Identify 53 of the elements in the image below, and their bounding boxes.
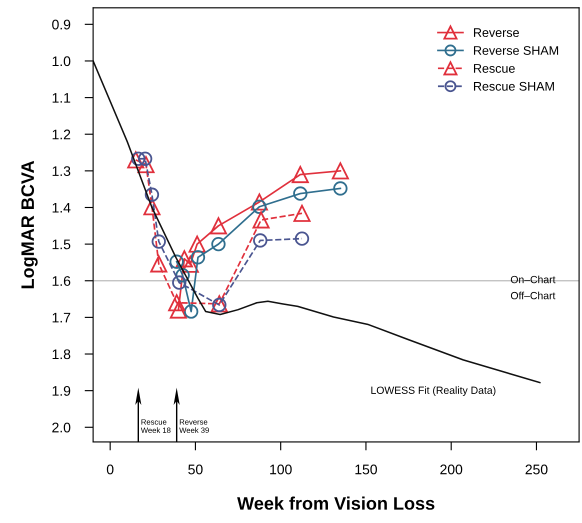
point bbox=[182, 256, 199, 273]
y-tick-label: 1.5 bbox=[52, 240, 70, 250]
y-tick-label: 1.9 bbox=[52, 386, 70, 396]
annotation: On–Chart bbox=[510, 276, 556, 284]
x-tick-label: 0 bbox=[106, 464, 114, 474]
point bbox=[170, 302, 187, 319]
y-tick-label: 1.4 bbox=[52, 202, 70, 213]
legend-label: Rescue SHAM bbox=[474, 82, 554, 91]
point bbox=[184, 304, 198, 319]
point bbox=[150, 255, 168, 272]
x-tick-label: 200 bbox=[440, 464, 462, 474]
point bbox=[172, 275, 186, 290]
point bbox=[211, 236, 226, 252]
y-tick-label: 1.3 bbox=[52, 166, 70, 176]
y-tick-label: 1.1 bbox=[52, 93, 70, 103]
y-tick-label: 1.0 bbox=[52, 56, 70, 66]
point bbox=[152, 234, 166, 249]
x-axis-title: Week from Vision Loss bbox=[237, 496, 434, 510]
point bbox=[210, 217, 227, 234]
x-tick-label: 250 bbox=[526, 464, 548, 474]
point bbox=[188, 236, 206, 253]
point bbox=[293, 186, 308, 201]
point bbox=[332, 162, 349, 180]
annotation: LOWESS Fit (Reality Data) bbox=[371, 386, 496, 396]
y-tick-label: 1.8 bbox=[52, 349, 70, 360]
point bbox=[176, 250, 193, 268]
y-tick-label: 1.6 bbox=[52, 276, 70, 286]
point bbox=[144, 188, 160, 202]
point bbox=[137, 156, 155, 174]
x-tick-label: 150 bbox=[355, 464, 377, 474]
point bbox=[253, 233, 268, 248]
legend-label: Reverse SHAM bbox=[474, 46, 558, 55]
point bbox=[127, 151, 144, 168]
point bbox=[143, 198, 160, 216]
point bbox=[292, 166, 309, 184]
legend-label: Rescue bbox=[474, 64, 515, 73]
y-tick-label: 1.2 bbox=[52, 130, 70, 140]
point bbox=[333, 181, 348, 196]
point bbox=[175, 268, 190, 282]
point bbox=[250, 193, 268, 211]
y-tick-label: 1.7 bbox=[52, 312, 70, 322]
x-tick-label: 100 bbox=[270, 464, 292, 474]
x-tick-label: 50 bbox=[188, 464, 203, 474]
point bbox=[168, 294, 186, 312]
y-axis-title: LogMAR BCVA bbox=[21, 160, 38, 288]
point bbox=[293, 204, 311, 222]
legend-label: Reverse bbox=[474, 28, 519, 38]
y-tick-label: 0.9 bbox=[52, 20, 70, 30]
point bbox=[170, 254, 184, 269]
annotation: Off–Chart bbox=[510, 292, 556, 300]
y-tick-label: 2.0 bbox=[52, 422, 70, 432]
point bbox=[294, 231, 310, 246]
point bbox=[252, 211, 270, 228]
